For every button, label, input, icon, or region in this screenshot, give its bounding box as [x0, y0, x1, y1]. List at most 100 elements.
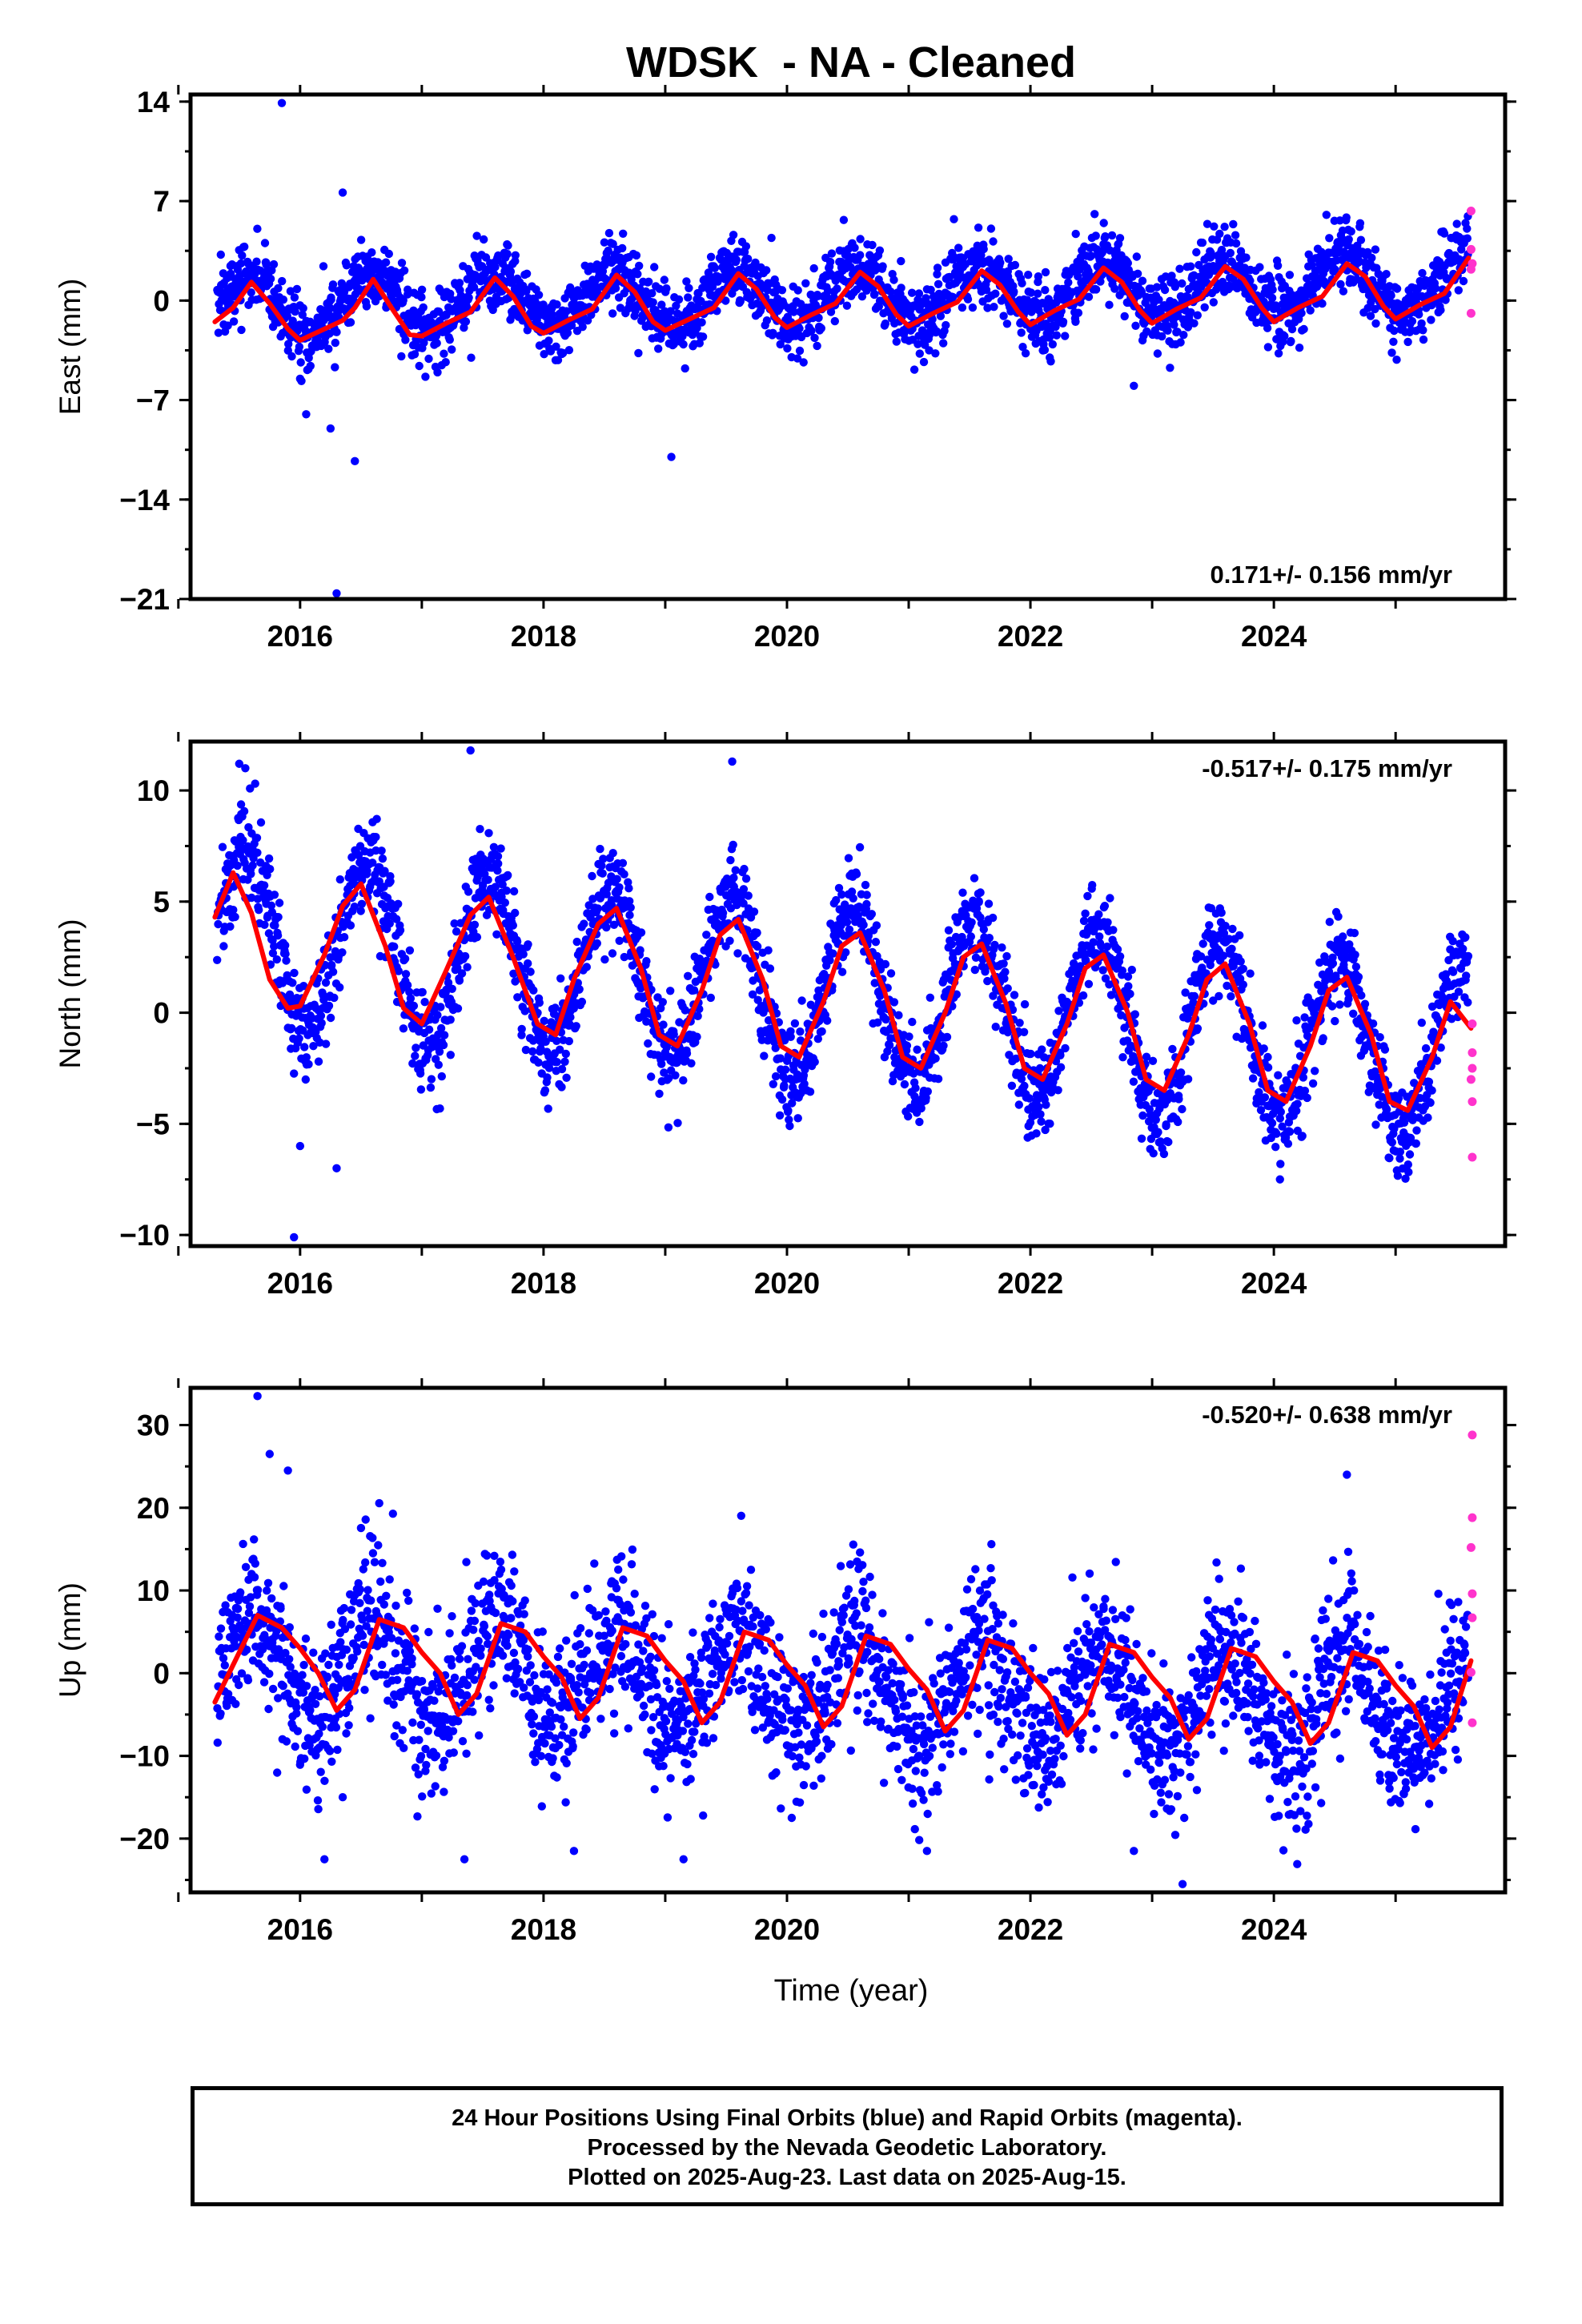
final-point [427, 1075, 436, 1084]
final-point [1431, 283, 1440, 293]
final-point [1154, 1128, 1162, 1136]
final-point [1196, 952, 1206, 961]
final-point [321, 978, 331, 987]
final-point [618, 858, 628, 868]
final-point [1174, 1095, 1183, 1104]
final-point [1275, 1114, 1285, 1123]
final-point [1272, 1129, 1281, 1138]
final-point [493, 866, 502, 875]
final-point [214, 328, 223, 337]
final-point [328, 280, 338, 289]
final-point [817, 324, 825, 333]
final-point [647, 1072, 656, 1081]
final-point [976, 888, 985, 897]
final-point [1019, 1027, 1029, 1037]
final-point [827, 249, 837, 258]
final-point [580, 919, 588, 928]
final-point [1137, 1134, 1146, 1144]
final-point [399, 296, 408, 305]
final-point [1123, 259, 1133, 267]
final-point [1084, 292, 1094, 301]
final-point [1007, 1081, 1017, 1091]
final-point [1280, 332, 1289, 340]
final-point [897, 283, 905, 292]
final-point [219, 942, 228, 951]
final-point [944, 926, 954, 935]
final-point [644, 1039, 652, 1048]
final-point [1045, 333, 1054, 342]
final-point [627, 295, 636, 304]
final-point [1204, 271, 1214, 279]
final-point [710, 263, 720, 272]
final-point [564, 346, 574, 355]
final-point [635, 261, 644, 271]
final-point [436, 1023, 446, 1033]
final-point [541, 1037, 550, 1047]
final-point [1166, 364, 1174, 372]
final-point [508, 921, 517, 930]
final-point [1020, 1081, 1029, 1091]
final-point [958, 303, 967, 312]
final-point [464, 293, 473, 302]
final-point [1101, 974, 1110, 983]
final-point [1299, 324, 1308, 334]
final-point [615, 936, 624, 946]
final-point [1207, 248, 1215, 258]
final-point [998, 943, 1006, 952]
final-point [854, 903, 864, 911]
final-point [748, 990, 757, 999]
final-point [1074, 308, 1083, 317]
final-point [741, 242, 751, 251]
final-point [1056, 1063, 1066, 1072]
final-point [1054, 1086, 1062, 1095]
final-point [1109, 926, 1118, 935]
final-point [753, 942, 762, 951]
final-point [281, 941, 290, 950]
final-point [1002, 951, 1011, 961]
final-point [989, 991, 998, 1000]
final-point [582, 963, 591, 971]
final-point [844, 854, 853, 862]
final-point [400, 266, 409, 275]
final-point [776, 1054, 785, 1063]
final-point [444, 978, 453, 987]
final-point [1082, 956, 1090, 966]
final-point [534, 291, 544, 300]
final-point [539, 303, 548, 312]
final-point [493, 852, 503, 861]
final-point [242, 267, 251, 276]
final-point [536, 1044, 545, 1053]
final-point [1203, 219, 1212, 228]
rapid-point [1466, 244, 1476, 254]
figure-title: WDSK - NA - Cleaned [626, 38, 1076, 86]
final-point [386, 877, 395, 887]
final-point [608, 849, 617, 858]
final-point [1199, 939, 1207, 948]
final-point [996, 258, 1005, 267]
final-point [1367, 253, 1376, 263]
final-point [834, 883, 844, 893]
final-point [983, 304, 992, 312]
final-point [396, 926, 405, 935]
final-point [517, 1024, 526, 1034]
final-point [1158, 332, 1166, 341]
final-point [608, 309, 617, 318]
final-point [350, 903, 359, 911]
final-point [921, 1093, 930, 1103]
final-point [271, 921, 279, 930]
final-point [524, 959, 532, 968]
final-point [436, 1104, 444, 1113]
final-point [1293, 1100, 1302, 1108]
final-point [982, 285, 991, 295]
final-point [823, 1016, 832, 1025]
final-point [1170, 283, 1180, 292]
final-point [247, 870, 255, 879]
final-point [593, 904, 602, 913]
final-point [260, 239, 270, 247]
final-point [469, 283, 479, 292]
final-point [268, 949, 278, 958]
final-point [231, 912, 239, 922]
final-point [852, 870, 861, 879]
final-point [1153, 349, 1162, 358]
